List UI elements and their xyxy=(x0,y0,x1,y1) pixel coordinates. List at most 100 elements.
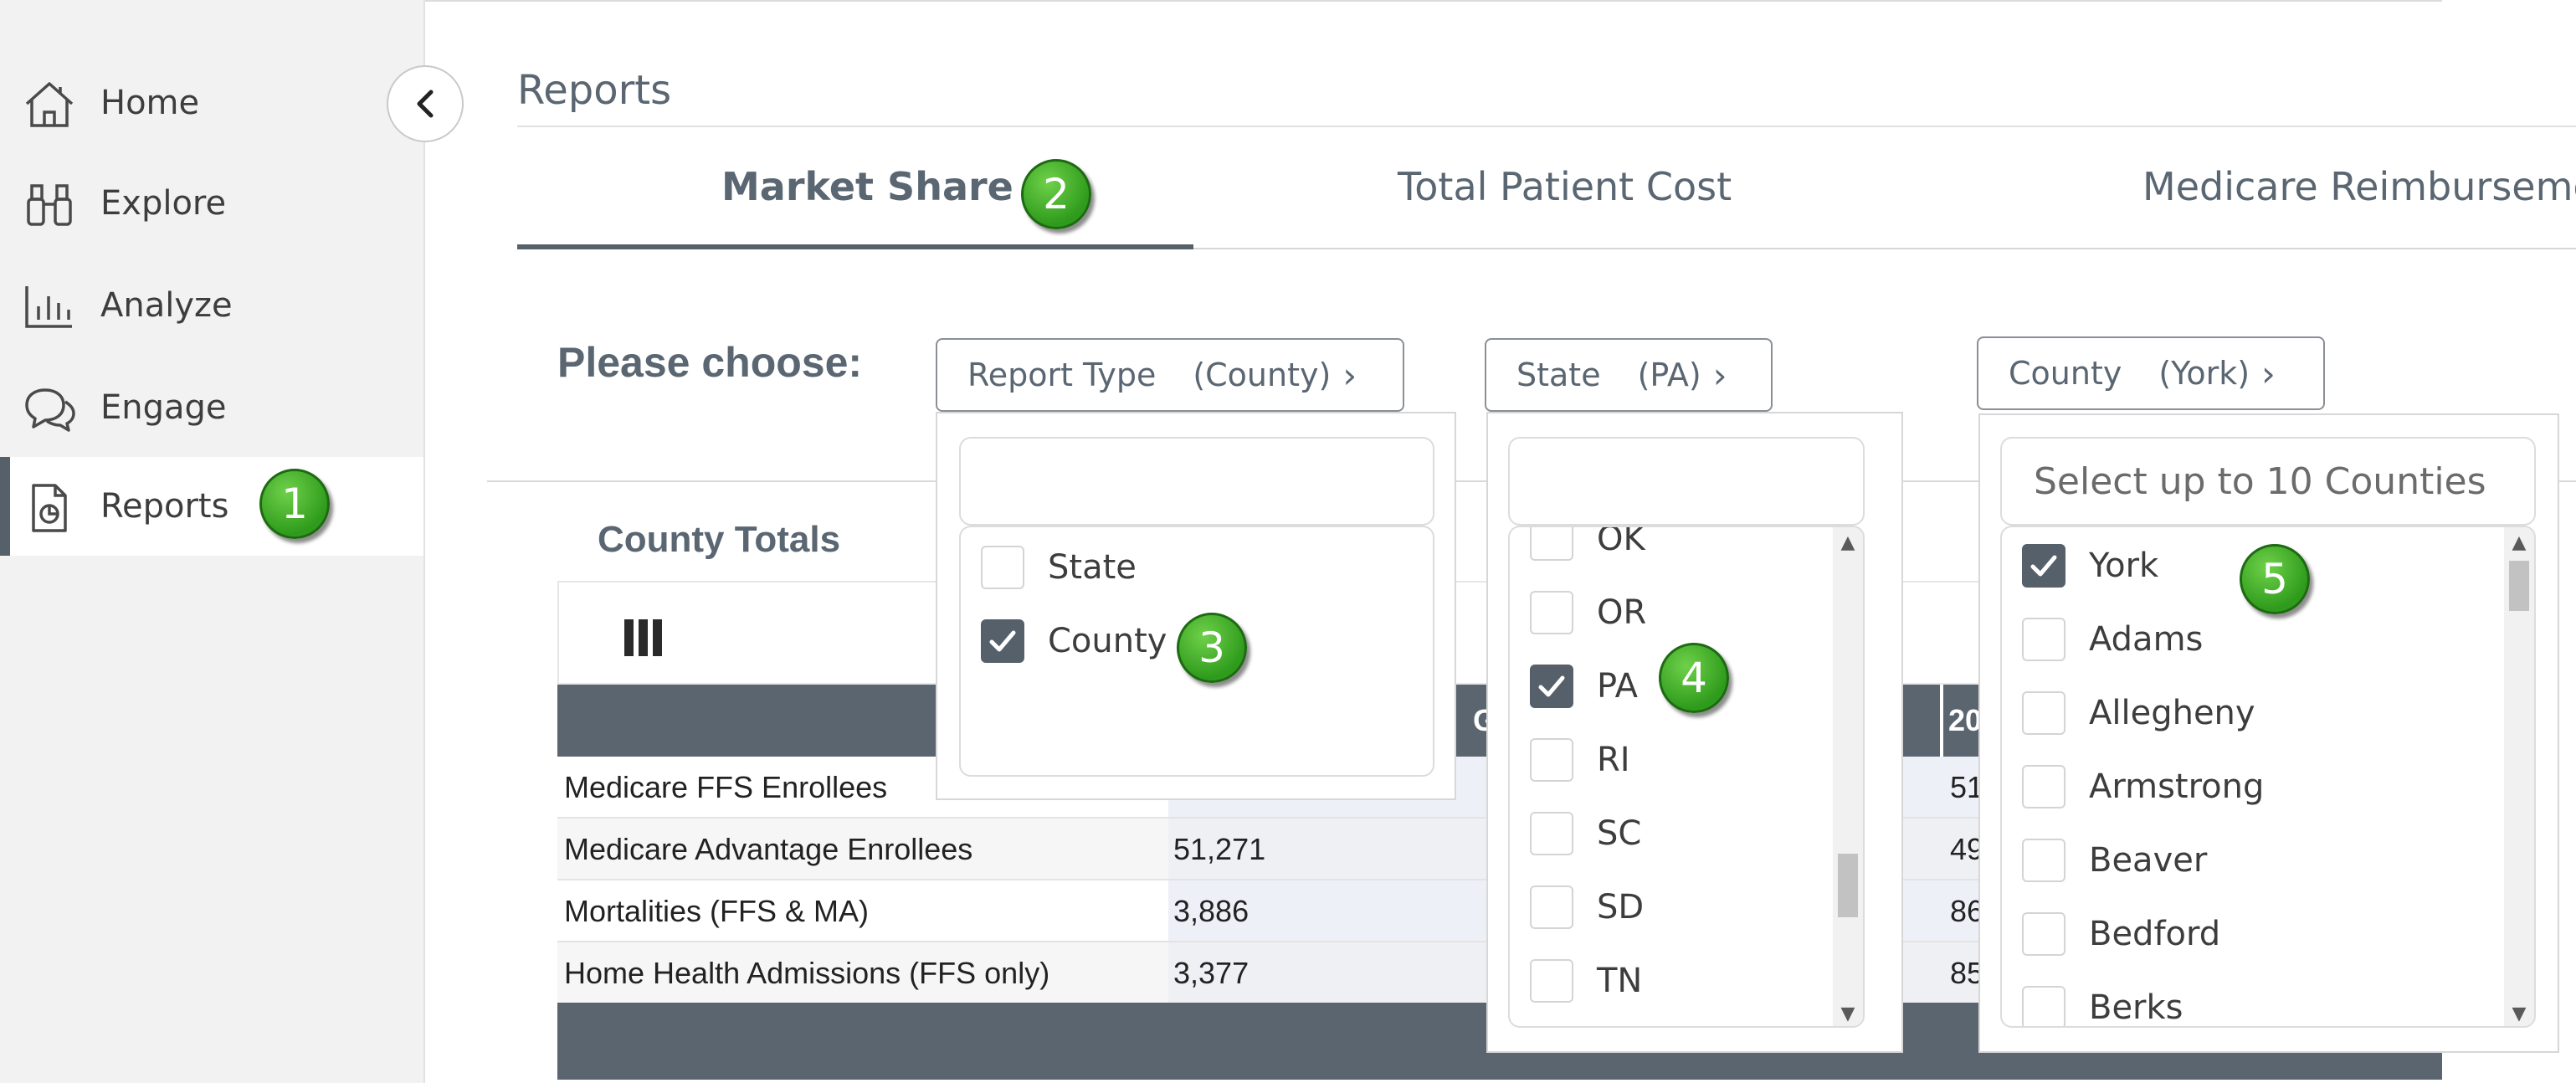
checkbox-checked[interactable] xyxy=(1530,665,1573,708)
state-option-or[interactable]: OR xyxy=(1530,576,1646,649)
sidebar-item-analyze[interactable]: Analyze xyxy=(0,256,423,355)
checkbox[interactable] xyxy=(1530,812,1573,855)
scroll-up-icon[interactable]: ▲ xyxy=(2512,532,2527,553)
option-label: RI xyxy=(1597,741,1630,779)
state-option-sc[interactable]: SC xyxy=(1530,797,1641,870)
callout-marker: 4 xyxy=(1659,643,1729,713)
state-option-tn[interactable]: TN xyxy=(1530,944,1642,1018)
tab-medicare-reimbursement[interactable]: Medicare Reimburseme xyxy=(2142,164,2576,209)
callout-marker: 1 xyxy=(259,469,330,539)
sidebar-item-engage[interactable]: Engage xyxy=(0,358,423,457)
binoculars-icon xyxy=(27,184,72,226)
row-label: Mortalities (FFS & MA) xyxy=(564,894,870,928)
report-type-option-county[interactable]: County xyxy=(981,604,1167,678)
checkbox[interactable] xyxy=(1530,885,1573,929)
section-title: County Totals xyxy=(598,519,841,560)
state-option-pa[interactable]: PA xyxy=(1530,649,1638,723)
county-option-allegheny[interactable]: Allegheny xyxy=(2022,676,2255,750)
checkbox-checked[interactable] xyxy=(2022,544,2065,588)
option-label: Bedford xyxy=(2089,915,2221,953)
option-label: Allegheny xyxy=(2089,694,2255,732)
checkbox[interactable] xyxy=(2022,912,2065,956)
filter-value: (County) xyxy=(1193,357,1332,393)
county-option-adams[interactable]: Adams xyxy=(2022,603,2203,676)
checkbox[interactable] xyxy=(1530,591,1573,634)
columns-icon[interactable] xyxy=(624,619,665,656)
state-filter-button[interactable]: State (PA) › xyxy=(1485,338,1773,412)
cell-value: 85 xyxy=(1950,956,1984,990)
option-label: SD xyxy=(1597,888,1645,926)
report-type-option-state[interactable]: State xyxy=(981,531,1137,604)
report-type-filter-button[interactable]: Report Type (County) › xyxy=(936,338,1404,412)
checkbox[interactable] xyxy=(1530,738,1573,782)
chevron-left-icon xyxy=(417,90,434,118)
row-label: Medicare Advantage Enrollees xyxy=(564,832,973,866)
county-option-york[interactable]: York xyxy=(2022,529,2158,603)
county-option-beaver[interactable]: Beaver xyxy=(2022,824,2207,897)
sidebar-item-label: Explore xyxy=(100,184,227,223)
filter-value: (York) xyxy=(2158,355,2250,392)
checkmark-icon xyxy=(2030,555,2057,577)
tab-total-patient-cost[interactable]: Total Patient Cost xyxy=(1398,164,1732,209)
cell-value: 3,886 xyxy=(1173,894,1250,928)
callout-marker: 5 xyxy=(2240,544,2310,614)
report-document-icon xyxy=(32,484,67,532)
scroll-up-icon[interactable]: ▲ xyxy=(1840,532,1855,553)
sidebar-item-label: Engage xyxy=(100,388,227,427)
tab-market-share[interactable]: Market Share xyxy=(721,164,1013,209)
checkbox[interactable] xyxy=(2022,986,2065,1026)
state-options-list: OK OR PA RI SC SD TN ▲ ▼ xyxy=(1508,526,1865,1028)
active-indicator xyxy=(0,457,10,556)
option-label: SC xyxy=(1597,814,1642,853)
checkbox[interactable] xyxy=(1530,959,1573,1003)
sidebar-item-explore[interactable]: Explore xyxy=(0,154,423,253)
scroll-down-icon[interactable]: ▼ xyxy=(2512,1003,2527,1024)
county-scrollbar[interactable]: ▲ ▼ xyxy=(2504,527,2534,1026)
state-option-ri[interactable]: RI xyxy=(1530,723,1630,797)
checkbox[interactable] xyxy=(1530,527,1573,561)
checkbox[interactable] xyxy=(2022,618,2065,661)
option-label: OK xyxy=(1597,526,1645,558)
option-label: State xyxy=(1048,548,1137,587)
bar-chart-icon xyxy=(25,286,72,328)
column-header: 20 xyxy=(1948,703,1983,737)
filter-value: (PA) xyxy=(1637,357,1701,393)
chevron-right-icon: › xyxy=(2261,352,2276,394)
checkbox[interactable] xyxy=(2022,691,2065,735)
checkbox[interactable] xyxy=(981,546,1024,589)
county-option-bedford[interactable]: Bedford xyxy=(2022,897,2220,971)
active-tab-indicator xyxy=(517,244,1193,249)
sidebar-item-label: Reports xyxy=(100,487,229,526)
checkbox[interactable] xyxy=(2022,765,2065,808)
chevron-right-icon: › xyxy=(1712,354,1727,396)
state-search-input[interactable] xyxy=(1508,437,1865,526)
sidebar-item-home[interactable]: Home xyxy=(0,54,423,152)
scroll-down-icon[interactable]: ▼ xyxy=(1840,1003,1855,1024)
cell-value: 51 xyxy=(1950,770,1984,804)
scroll-thumb[interactable] xyxy=(2509,561,2529,611)
filter-label: County xyxy=(2009,355,2122,392)
county-filter-button[interactable]: County (York) › xyxy=(1977,336,2325,410)
row-label: Medicare FFS Enrollees xyxy=(564,770,888,804)
county-search-input[interactable]: Select up to 10 Counties xyxy=(2000,437,2536,526)
checkbox-checked[interactable] xyxy=(981,619,1024,663)
state-scrollbar[interactable]: ▲ ▼ xyxy=(1833,527,1863,1026)
report-type-search-input[interactable] xyxy=(959,437,1434,526)
county-option-berks[interactable]: Berks xyxy=(2022,971,2183,1026)
option-label: OR xyxy=(1597,593,1647,632)
filter-label: Report Type xyxy=(967,357,1157,393)
state-option-ok[interactable]: OK xyxy=(1530,526,1645,576)
sidebar-item-reports[interactable]: Reports xyxy=(0,457,423,556)
checkbox[interactable] xyxy=(2022,839,2065,882)
callout-marker: 2 xyxy=(1021,159,1091,229)
county-option-armstrong[interactable]: Armstrong xyxy=(2022,750,2264,824)
option-label: County xyxy=(1048,622,1167,660)
option-label: Beaver xyxy=(2089,841,2208,880)
option-label: Adams xyxy=(2089,620,2204,659)
collapse-sidebar-button[interactable] xyxy=(387,65,464,142)
sidebar-item-label: Home xyxy=(100,84,200,122)
top-border xyxy=(425,0,2442,2)
state-option-sd[interactable]: SD xyxy=(1530,870,1644,944)
report-type-options-list: State County xyxy=(959,526,1434,777)
scroll-thumb[interactable] xyxy=(1838,854,1858,917)
